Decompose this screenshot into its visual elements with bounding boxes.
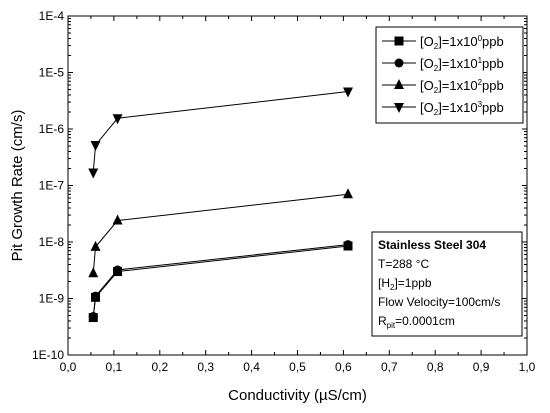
y-tick-label: 1E-5 [39,66,65,80]
legend-label-part: ppb [482,34,504,49]
r-sub: pit [387,321,396,330]
legend-label-part: 2 [478,78,483,87]
legend-label-part: 2 [434,42,439,51]
legend-label-part: ppb [482,56,504,71]
annotation-frame [371,231,523,337]
legend-label-part: 1 [478,56,483,65]
y-tick-label: 1E-9 [39,292,65,306]
data-point [342,188,353,199]
y-tick-label: 1E-7 [39,179,65,193]
series-line [92,245,349,318]
legend-marker [394,79,404,89]
legend-label-part: ppb [482,78,504,93]
series-line [92,91,349,173]
data-point [91,291,101,301]
legend: [O2]=1x100ppb[O2]=1x101ppb[O2]=1x102ppb[… [375,26,524,124]
y-tick-label: 1E-4 [39,9,65,23]
data-point [88,312,98,322]
series-line [92,193,349,274]
legend-item: [O2]=1x102ppb [382,78,504,95]
annotation-box: Stainless Steel 304 T=288 °C [H2]=1ppb F… [371,231,523,337]
r-post: =0.0001cm [395,314,455,328]
x-tick-label: 0,8 [427,360,444,374]
legend-label: [O2]=1x101ppb [420,56,504,73]
annotation-pit-radius: Rpit=0.0001cm [378,314,455,330]
data-point [112,114,123,125]
y-tick-label: 1E-10 [32,348,64,362]
legend-label-part: 3 [478,100,483,109]
x-tick-label: 0,3 [197,360,214,374]
legend-label: [O2]=1x103ppb [420,100,504,117]
data-point [90,240,101,251]
annotation-flow-velocity: Flow Velocity=100cm/s [378,295,500,309]
legend-label-part: ]=1x10 [438,100,477,115]
data-point [343,240,353,250]
data-point [113,265,123,275]
legend-marker [394,58,404,68]
h2-post: ]=1ppb [394,276,431,290]
legend-label-part: [O [420,34,434,49]
y-axis-title: Pit Growth Rate (cm/s) [9,110,26,262]
series-0 [88,241,353,323]
legend-label-part: [O [420,78,434,93]
x-tick-label: 0,4 [243,360,260,374]
x-tick-label: 0,2 [151,360,168,374]
x-tick-label: 0,0 [60,360,77,374]
legend-item: [O2]=1x101ppb [382,56,504,73]
x-axis-title: Conductivity (µS/cm) [228,387,367,404]
legend-label: [O2]=1x100ppb [420,34,504,51]
h2-pre: [H [378,276,390,290]
legend-item: [O2]=1x103ppb [382,100,504,117]
legend-item: [O2]=1x100ppb [382,34,504,51]
data-point [88,267,99,278]
y-tick-label: 1E-8 [39,235,65,249]
data-point [112,214,123,225]
legend-label-part: 2 [434,108,439,117]
legend-marker [394,36,404,46]
annotation-temperature: T=288 °C [378,257,429,271]
series-3 [88,87,353,179]
x-tick-label: 0,1 [106,360,123,374]
legend-label-part: ]=1x10 [438,78,477,93]
legend-label-part: [O [420,100,434,115]
x-tick-label: 0,5 [289,360,306,374]
series-line [92,244,349,317]
legend-label-part: ]=1x10 [438,34,477,49]
data-point [342,87,353,98]
x-tick-label: 0,6 [335,360,352,374]
r-pre: R [378,314,387,328]
legend-marker [394,103,404,113]
legend-label-part: [O [420,56,434,71]
annotation-hydrogen: [H2]=1ppb [378,276,432,292]
data-point [88,168,99,179]
legend-label-part: ]=1x10 [438,56,477,71]
legend-label-part: ppb [482,100,504,115]
x-tick-label: 0,7 [381,360,398,374]
series-1 [88,240,353,322]
x-tick-label: 1,0 [519,360,536,374]
x-tick-label: 0,9 [473,360,490,374]
annotation-title: Stainless Steel 304 [378,238,486,252]
legend-label-part: 0 [478,34,483,43]
y-tick-label: 1E-6 [39,122,65,136]
data-point [90,141,101,152]
legend-label-part: 2 [434,64,439,73]
legend-label-part: 2 [434,86,439,95]
legend-label: [O2]=1x102ppb [420,78,504,95]
h2-sub: 2 [390,283,395,292]
series-2 [88,188,353,278]
